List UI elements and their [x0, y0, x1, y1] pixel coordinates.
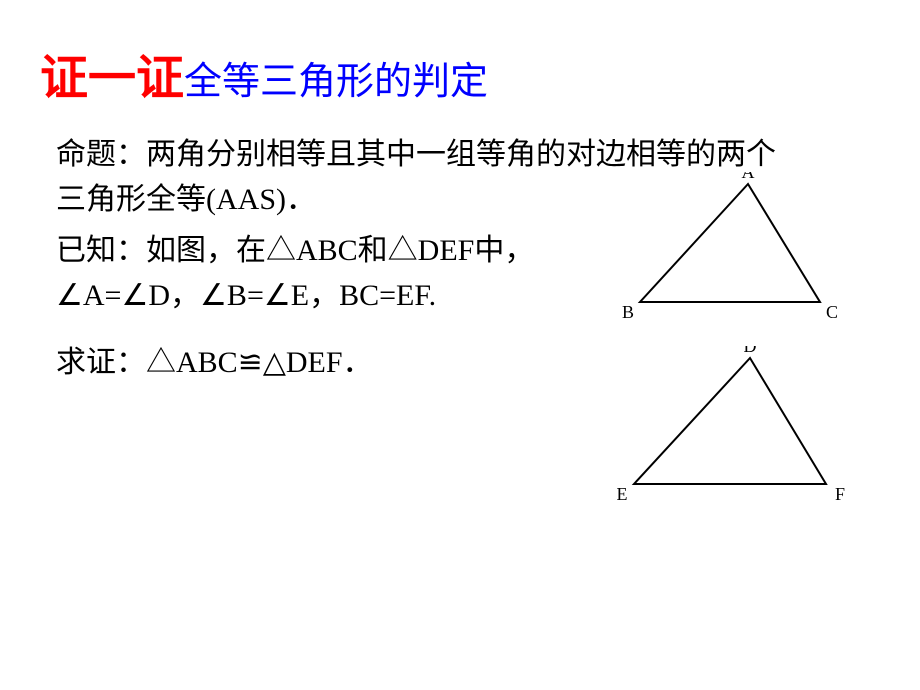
slide-title: 证一证 全等三角形的判定: [40, 38, 488, 108]
triangle-abc-shape: [640, 184, 820, 302]
title-red-part: 证一证: [40, 38, 184, 108]
vertex-label-f: F: [835, 484, 845, 504]
triangle-abc-diagram: A B C: [610, 172, 850, 332]
given-text: 已知：如图，在△ABC和△DEF中， ∠A=∠D，∠B=∠E，BC=EF.: [56, 228, 616, 318]
triangle-def-shape: [634, 358, 826, 484]
given-line-2: ∠A=∠D，∠B=∠E，BC=EF.: [56, 279, 436, 312]
triangle-def-diagram: D E F: [600, 346, 860, 516]
title-blue-part: 全等三角形的判定: [184, 50, 488, 105]
vertex-label-e: E: [617, 484, 628, 504]
vertex-label-c: C: [826, 302, 838, 322]
vertex-label-d: D: [744, 346, 757, 356]
vertex-label-b: B: [622, 302, 634, 322]
vertex-label-a: A: [742, 172, 755, 182]
given-line-1: 已知：如图，在△ABC和△DEF中，: [56, 234, 534, 267]
prove-text: 求证：△ABC≌△DEF．: [56, 340, 616, 385]
